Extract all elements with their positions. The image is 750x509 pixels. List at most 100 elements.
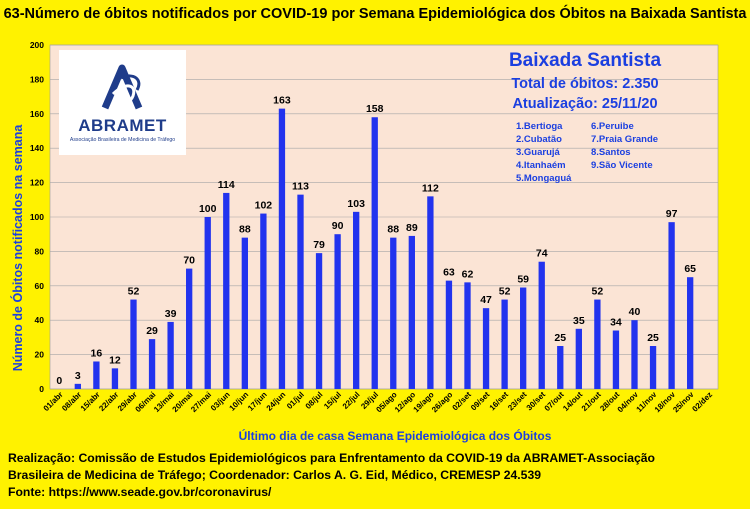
footer-line: Fonte: https://www.seade.gov.br/coronavi… (8, 485, 272, 499)
x-tick-label: 17/jun (246, 390, 269, 413)
city-item: 1.Bertioga (516, 121, 563, 132)
y-tick-label: 20 (35, 350, 45, 360)
x-axis-label: Último dia de casa Semana Epidemiológica… (239, 428, 552, 443)
bar (612, 330, 620, 389)
x-tick-label: 03/jun (209, 390, 232, 413)
bar (501, 299, 508, 389)
bar (594, 299, 601, 389)
city-item: 8.Santos (591, 147, 631, 158)
data-label: 88 (387, 224, 399, 236)
data-label: 102 (255, 200, 273, 212)
data-label: 25 (554, 332, 566, 344)
x-tick-label: 09/set (469, 390, 492, 413)
y-tick-label: 100 (30, 212, 44, 222)
x-tick-label: 02/dez (690, 390, 714, 414)
city-item: 9.São Vicente (591, 160, 653, 171)
y-tick-label: 60 (35, 281, 45, 291)
footer-line: Realização: Comissão de Estudos Epidemio… (8, 451, 655, 465)
region-title: Baixada Santista (508, 50, 662, 71)
data-label: 158 (366, 103, 384, 115)
x-tick-label: 14/out (561, 390, 584, 413)
data-label: 65 (684, 263, 696, 275)
y-tick-label: 0 (39, 384, 44, 394)
update-date: Atualização: 25/11/20 (512, 96, 658, 112)
bar (557, 346, 564, 389)
x-tick-label: 10/jun (228, 390, 251, 413)
data-label: 100 (199, 203, 217, 215)
x-tick-label: 15/jul (322, 390, 343, 411)
data-label: 63 (443, 267, 455, 279)
bar (223, 192, 230, 389)
city-item: 3.Guarujá (516, 147, 560, 158)
bar (260, 213, 267, 389)
data-label: 52 (128, 286, 140, 298)
x-tick-label: 25/nov (671, 390, 696, 415)
chart-title: 63-Número de óbitos notificados por COVI… (3, 6, 747, 22)
data-label: 74 (536, 248, 548, 260)
x-tick-label: 22/jul (341, 390, 362, 411)
x-tick-label: 08/jul (304, 390, 325, 411)
bars (74, 108, 694, 390)
logo-subtitle: Associação Brasileira de Medicina de Trá… (69, 137, 176, 143)
data-label: 52 (592, 286, 604, 298)
bar (408, 235, 415, 389)
data-label: 88 (239, 224, 251, 236)
total-deaths: Total de óbitos: 2.350 (511, 76, 659, 92)
bar (297, 194, 304, 389)
data-label: 52 (499, 286, 511, 298)
x-tick-label: 26/ago (430, 390, 454, 414)
x-tick-label: 07/out (543, 390, 566, 413)
data-label: 163 (273, 95, 291, 107)
city-item: 7.Praia Grande (591, 134, 659, 145)
y-tick-labels: 0 20 40 60 80 100 120 140 160 180 200 (30, 40, 44, 394)
bar (575, 328, 582, 389)
x-tick-label: 02/set (451, 390, 474, 413)
data-label: 47 (480, 294, 492, 306)
bar (334, 234, 341, 389)
bar (315, 253, 323, 389)
x-tick-label: 16/set (488, 390, 511, 413)
data-label: 103 (347, 198, 365, 210)
x-tick-label: 27/mai (189, 390, 213, 414)
x-tick-label: 01/jul (285, 390, 306, 411)
abramet-emblem-icon (101, 64, 143, 110)
bar (93, 361, 100, 389)
bar (167, 321, 174, 389)
bar (482, 308, 490, 389)
bar (204, 217, 211, 389)
bar (74, 383, 81, 389)
x-tick-label: 21/out (580, 390, 603, 413)
bar (278, 108, 286, 389)
bar (371, 117, 378, 390)
bar (668, 222, 675, 389)
x-tick-label: 08/abr (60, 390, 83, 413)
y-tick-label: 140 (30, 143, 44, 153)
data-label: 34 (610, 317, 622, 329)
bar (111, 368, 119, 389)
data-label: 3 (75, 370, 81, 382)
y-tick-label: 200 (30, 40, 44, 50)
data-label: 25 (647, 332, 659, 344)
data-label: 35 (573, 315, 585, 327)
city-item: 4.Itanhaém (516, 160, 566, 171)
bar (427, 196, 434, 389)
x-tick-labels: 01/abr08/abr15/abr22/abr29/abr06/mai13/m… (42, 390, 714, 415)
data-label: 114 (218, 179, 235, 191)
bar (538, 261, 545, 389)
bar (130, 299, 137, 389)
bar (445, 280, 453, 389)
city-item: 2.Cubatão (516, 134, 562, 145)
x-tick-label: 22/abr (97, 390, 120, 413)
y-tick-label: 40 (35, 315, 45, 325)
y-axis-label: Número de Óbitos notificados na semana (10, 124, 25, 372)
bar (186, 268, 193, 389)
x-tick-label: 01/abr (42, 390, 65, 413)
city-item: 5.Mongaguá (516, 173, 572, 184)
abramet-logo: ABRAMET Associação Brasileira de Medicin… (59, 50, 186, 155)
bar (148, 339, 156, 389)
data-label: 79 (313, 239, 325, 251)
data-label: 62 (462, 268, 474, 280)
bar (520, 287, 527, 389)
